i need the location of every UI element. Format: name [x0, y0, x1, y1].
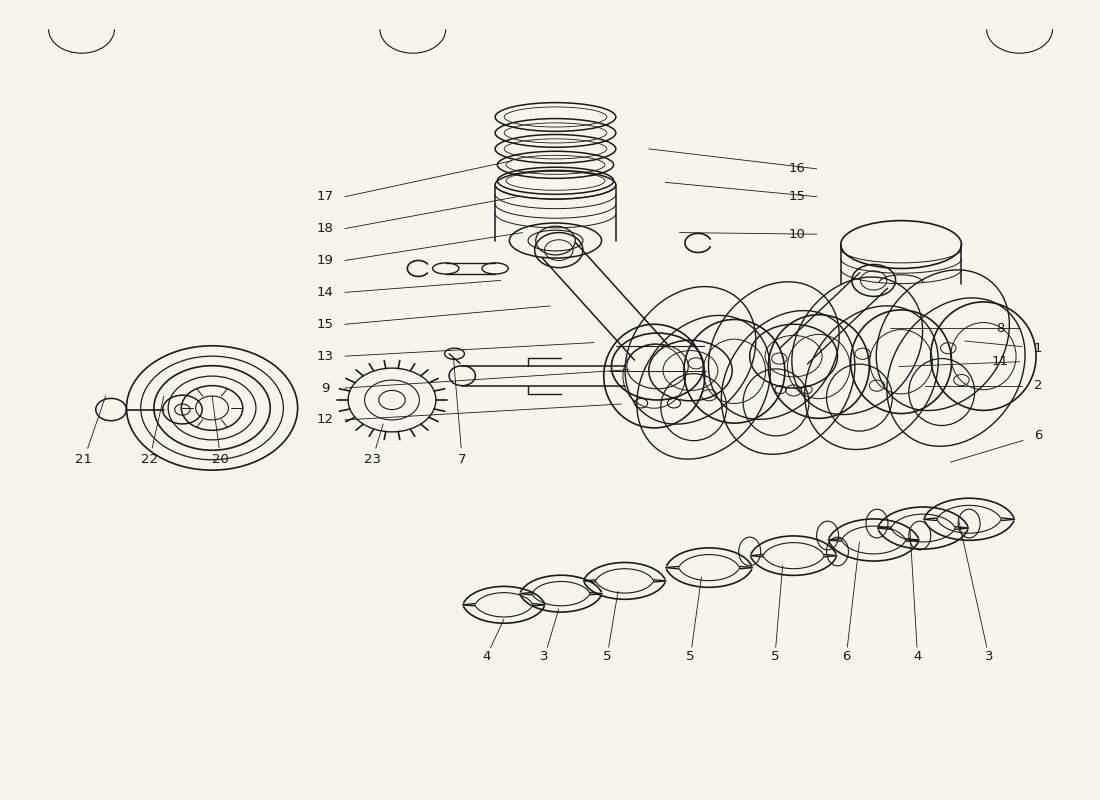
Text: 4: 4	[482, 650, 491, 663]
Text: 4: 4	[913, 650, 922, 663]
Text: 13: 13	[317, 350, 333, 362]
Text: 6: 6	[843, 650, 850, 663]
Text: 19: 19	[317, 254, 333, 267]
Text: 7: 7	[458, 454, 466, 466]
Text: 6: 6	[1034, 430, 1043, 442]
Text: 23: 23	[364, 454, 381, 466]
Text: 5: 5	[771, 650, 779, 663]
Text: 15: 15	[317, 318, 333, 330]
Text: 16: 16	[789, 162, 805, 175]
Text: 5: 5	[686, 650, 695, 663]
Text: 3: 3	[984, 650, 993, 663]
Text: 10: 10	[789, 228, 805, 241]
Text: 22: 22	[141, 454, 158, 466]
Text: 9: 9	[321, 382, 329, 394]
Text: 21: 21	[75, 454, 92, 466]
Text: 15: 15	[789, 190, 805, 203]
Text: 3: 3	[540, 650, 549, 663]
Text: 14: 14	[317, 286, 333, 299]
Text: 2: 2	[1034, 379, 1043, 392]
Text: 8: 8	[996, 322, 1004, 334]
Text: 1: 1	[1034, 342, 1043, 354]
Text: 5: 5	[603, 650, 612, 663]
Text: 17: 17	[317, 190, 333, 203]
Text: 12: 12	[317, 414, 333, 426]
Text: 11: 11	[991, 355, 1009, 368]
Text: 18: 18	[317, 222, 333, 235]
Text: 20: 20	[212, 454, 229, 466]
